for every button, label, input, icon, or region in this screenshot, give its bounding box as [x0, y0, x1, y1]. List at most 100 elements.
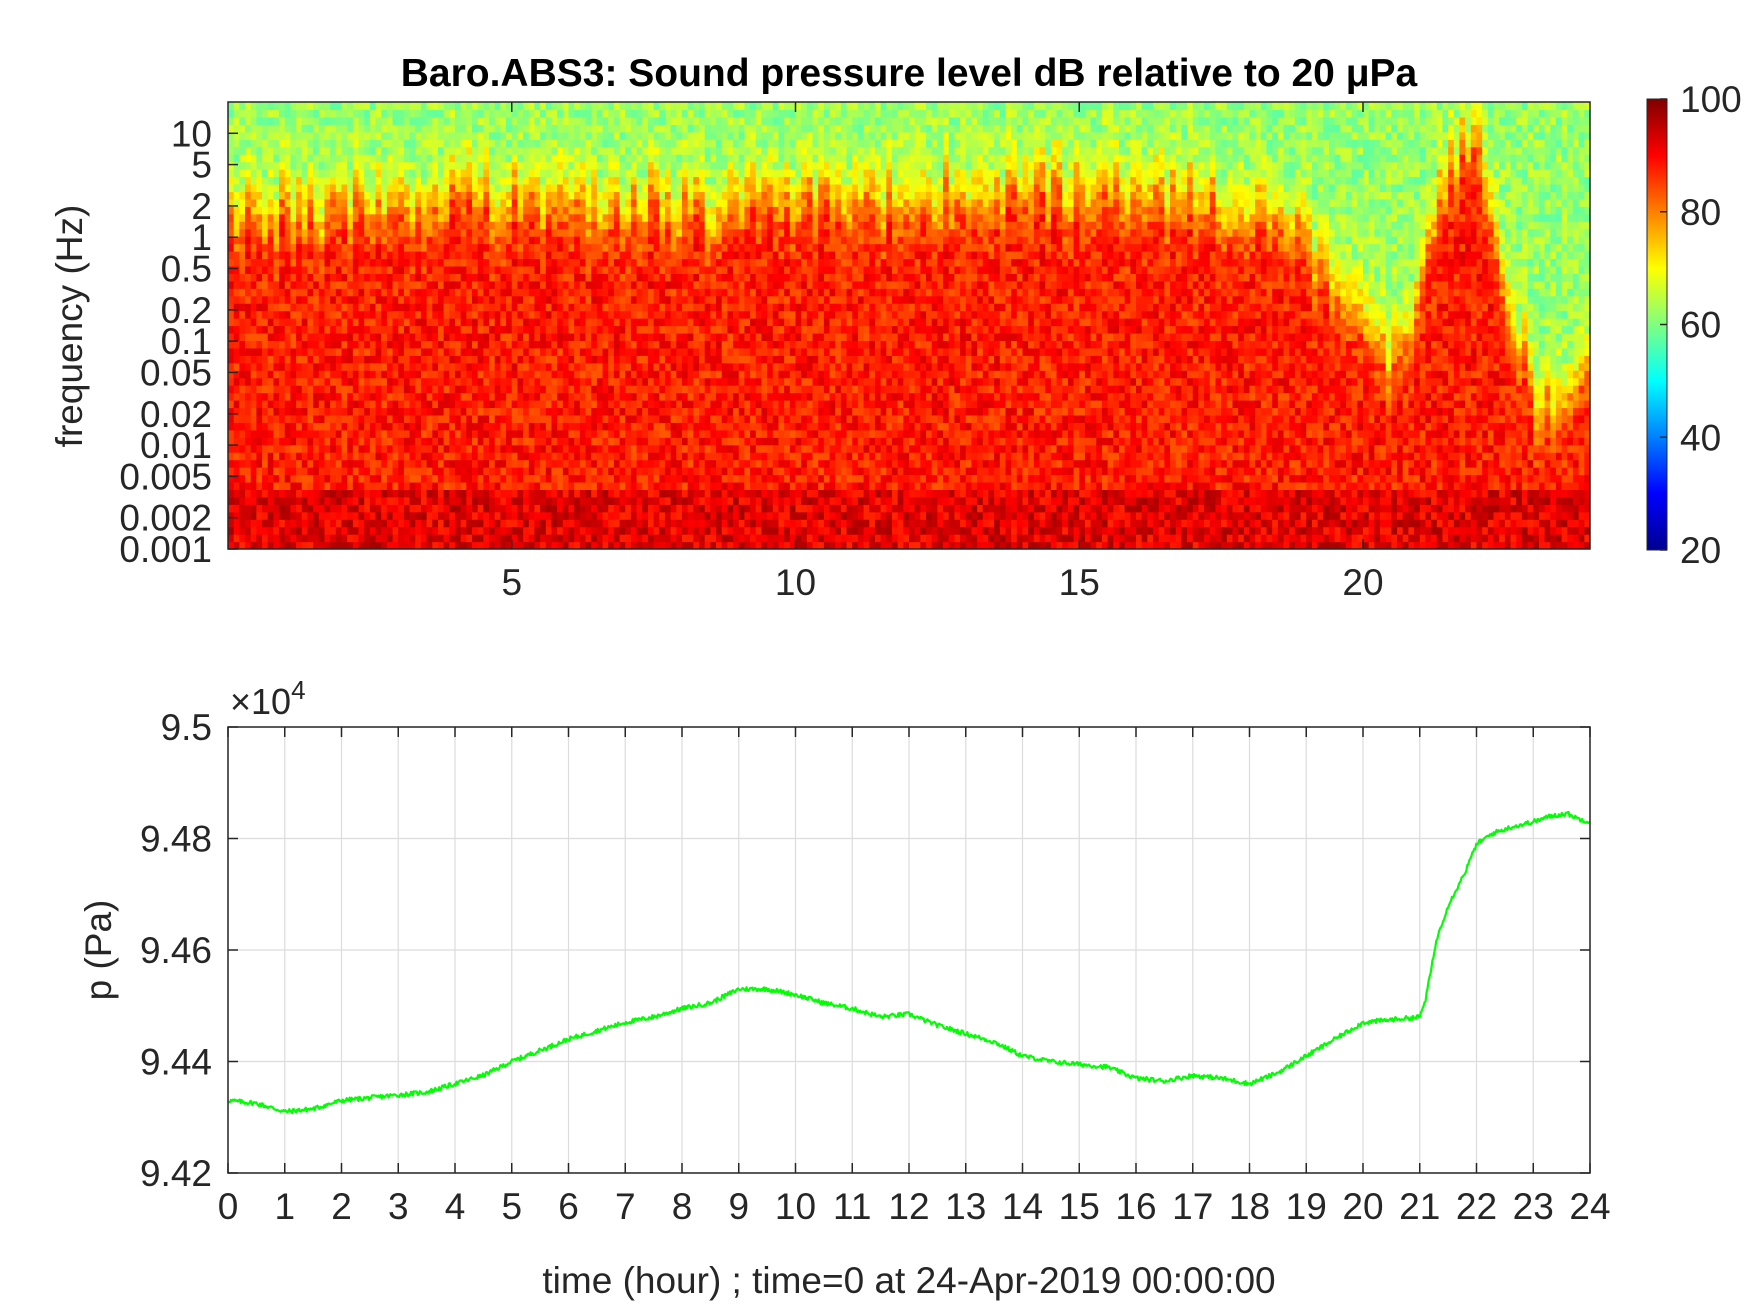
spectrogram-cell — [420, 414, 428, 423]
spectrogram-cell — [369, 541, 377, 549]
spectrogram-cell — [318, 102, 326, 111]
spectrogram-cell — [568, 303, 575, 312]
spectrogram-cell — [233, 243, 240, 252]
spectrogram-cell — [625, 251, 632, 260]
spectrogram-cell — [472, 124, 479, 133]
spectrogram-cell — [489, 347, 496, 356]
spectrogram-cell — [228, 131, 235, 140]
spectrogram-cell — [551, 496, 558, 505]
spectrogram-cell — [630, 265, 638, 274]
spectrogram-cell — [245, 213, 252, 222]
spectrogram-cell — [301, 273, 309, 282]
spectrogram-cell — [403, 429, 411, 438]
spectrogram-cell — [273, 183, 280, 192]
spectrogram-cell — [403, 385, 411, 394]
spectrogram-cell — [647, 288, 655, 297]
spectrogram-cell — [506, 124, 513, 133]
spectrogram-cell — [228, 340, 235, 349]
spectrogram-cell — [228, 139, 235, 148]
spectrogram-cell — [341, 131, 348, 140]
spectrogram-cell — [437, 139, 445, 148]
spectrogram-cell — [279, 139, 286, 148]
spectrogram-cell — [352, 467, 360, 476]
spectrogram-cell — [426, 370, 433, 379]
spectrogram-cell — [562, 429, 570, 438]
spectrogram-cell — [636, 429, 643, 438]
spectrogram-cell — [625, 489, 632, 498]
spectrogram-cell — [335, 206, 343, 215]
spectrogram-cell — [557, 429, 564, 438]
spectrogram-cell — [262, 452, 269, 461]
spectrogram-cell — [250, 437, 257, 446]
spectrogram-cell — [483, 362, 490, 371]
spectrogram-cell — [477, 332, 484, 341]
spectrogram-cell — [670, 191, 677, 200]
spectrogram-cell — [676, 519, 683, 528]
spectrogram-cell — [375, 191, 382, 200]
spectrogram-cell — [307, 429, 314, 438]
spectrogram-cell — [579, 228, 587, 237]
spectrogram-cell — [341, 407, 348, 416]
spectrogram-cell — [659, 541, 666, 549]
spectrogram-cell — [318, 422, 326, 431]
spectrogram-cell — [687, 206, 694, 215]
spectrogram-cell — [409, 116, 416, 125]
spectrogram-cell — [358, 534, 365, 543]
spectrogram-cell — [591, 273, 598, 282]
spectrogram-cell — [358, 519, 365, 528]
spectrogram-cell — [528, 303, 536, 312]
spectrogram-cell — [233, 481, 240, 490]
spectrogram-cell — [426, 310, 433, 319]
spectrogram-cell — [483, 496, 490, 505]
spectrogram-cell — [239, 474, 246, 483]
spectrogram-cell — [534, 295, 541, 304]
spectrogram-cell — [233, 198, 240, 207]
spectrogram-cell — [551, 191, 558, 200]
spectrogram-cell — [693, 183, 700, 192]
spectrogram-cell — [630, 325, 638, 334]
spectrogram-cell — [647, 347, 655, 356]
spectrogram-cell — [267, 280, 274, 289]
spectrogram-cell — [585, 109, 592, 118]
spectrogram-cell — [636, 504, 643, 513]
spectrogram-cell — [630, 310, 638, 319]
spectrogram-cell — [455, 325, 462, 334]
spectrogram-cell — [381, 407, 388, 416]
spectrogram-cell — [653, 102, 660, 111]
spectrogram-cell — [523, 474, 530, 483]
spectrogram-cell — [398, 429, 405, 438]
spectrogram-cell — [562, 496, 570, 505]
spectrogram-cell — [307, 325, 314, 334]
spectrogram-cell — [420, 295, 428, 304]
spectrogram-cell — [523, 161, 530, 170]
spectrogram-cell — [613, 161, 621, 170]
spectrogram-cell — [398, 414, 405, 423]
spectrogram-cell — [392, 467, 399, 476]
spectrogram-cell — [659, 355, 666, 364]
spectrogram-cell — [443, 288, 450, 297]
spectrogram-cell — [245, 183, 252, 192]
spectrogram-cell — [279, 183, 286, 192]
spectrogram-cell — [256, 496, 263, 505]
spectrogram-cell — [625, 534, 632, 543]
spectrogram-cell — [273, 221, 280, 230]
spectrogram-cell — [290, 221, 297, 230]
spectrogram-cell — [301, 236, 309, 245]
spectrogram-cell — [551, 288, 558, 297]
spectrogram-cell — [676, 474, 683, 483]
spectrogram-cell — [392, 176, 399, 185]
spectrogram-cell — [625, 385, 632, 394]
spectrogram-cell — [619, 496, 626, 505]
spectrogram-cell — [494, 422, 501, 431]
spectrogram-cell — [233, 295, 240, 304]
spectrogram-cell — [574, 511, 581, 520]
spectrogram-cell — [568, 124, 575, 133]
spectrogram-cell — [364, 467, 371, 476]
spectrogram-cell — [630, 407, 638, 416]
spectrogram-cell — [534, 176, 541, 185]
spectrogram-cell — [613, 139, 621, 148]
spectrogram-cell — [233, 511, 240, 520]
spectrogram-cell — [296, 325, 303, 334]
spectrogram-cell — [250, 310, 257, 319]
spectrogram-cell — [647, 481, 655, 490]
